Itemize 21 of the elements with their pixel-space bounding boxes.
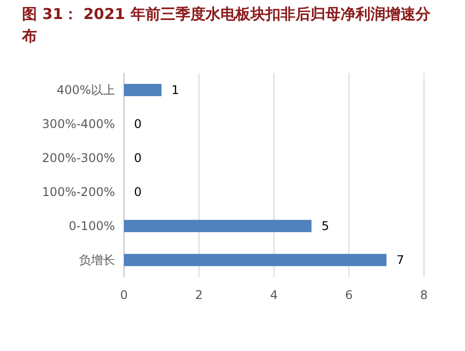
data-label: 0 [134, 117, 142, 132]
data-label: 0 [134, 185, 142, 200]
data-label: 0 [134, 151, 142, 166]
data-label: 7 [396, 253, 404, 268]
bar [124, 254, 386, 266]
data-label: 1 [172, 83, 180, 98]
x-tick-label: 0 [120, 288, 128, 302]
y-tick-label: 0-100% [68, 219, 115, 234]
bar [124, 84, 162, 96]
y-tick-label: 100%-200% [42, 185, 115, 200]
y-tick-label: 200%-300% [42, 151, 115, 166]
y-tick-label: 负增长 [79, 253, 115, 268]
x-tick-label: 4 [270, 288, 278, 302]
x-tick-label: 8 [420, 288, 428, 302]
x-tick-label: 6 [345, 288, 353, 302]
bar [124, 220, 312, 232]
data-label: 5 [322, 219, 330, 234]
y-tick-label: 300%-400% [42, 117, 115, 132]
y-tick-label: 400%以上 [56, 83, 115, 98]
x-tick-label: 2 [195, 288, 203, 302]
chart-title: 图 31： 2021 年前三季度水电板块扣非后归母净利润增速分布 [21, 5, 432, 45]
